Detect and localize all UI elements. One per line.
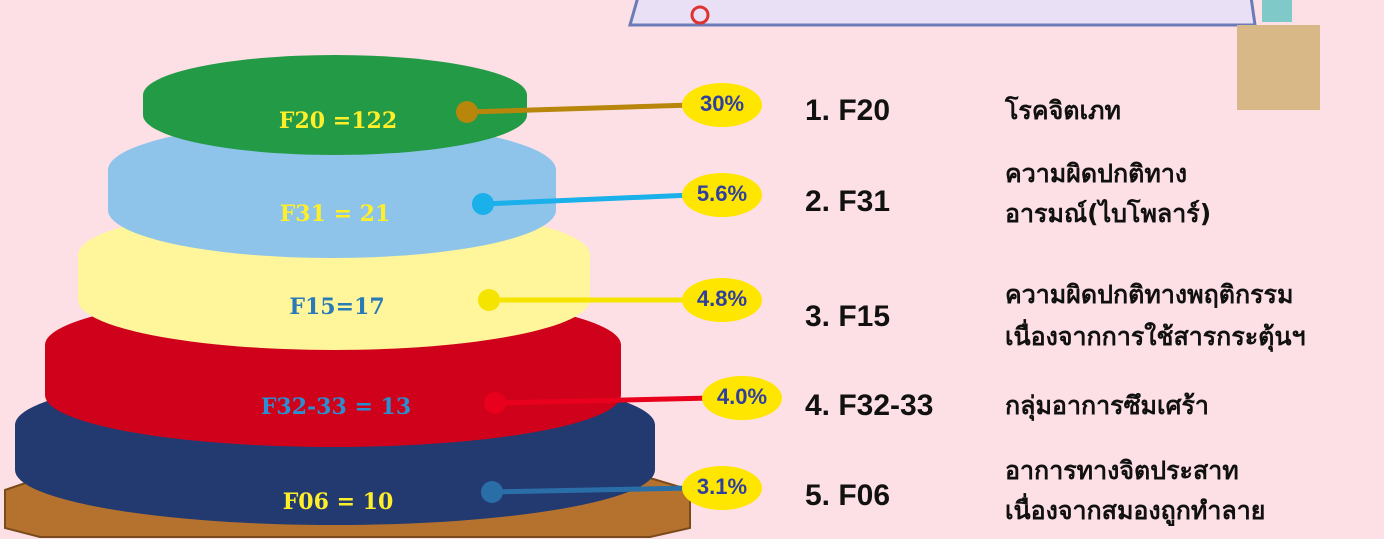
percent: 5.6% [697,181,747,206]
description: อารมณ์(ไบโพลาร์) [1005,198,1211,228]
code: 1. F20 [805,94,890,127]
connector-dot [478,289,500,311]
percent: 4.0% [717,384,767,409]
code: 2. F31 [805,185,890,218]
code: 3. F15 [805,300,890,333]
infographic: F20 =122 30% 1. F20 โรคจิตเภท F31 = 21 5.6% 2.… [0,0,1384,539]
connector-dot [484,392,506,414]
description: อาการทางจิตประสาท [1005,456,1239,485]
box-item [1262,0,1292,22]
description: เนื่องจากสมองถูกทำลาย [1005,493,1265,527]
description: ความผิดปกติทาง [1005,159,1187,188]
percent: 4.8% [697,286,747,311]
tier-label: F20 =122 [279,108,397,134]
tier-label: F06 = 10 [283,489,394,515]
tier-label: F31 = 21 [280,201,391,227]
connector-dot [481,481,503,503]
percent: 3.1% [697,474,747,499]
connector-dot [456,101,478,123]
banner [630,0,1255,25]
connector-dot [472,193,494,215]
tier-label: F32-33 = 13 [261,394,411,420]
description: กลุ่มอาการซึมเศร้า [1005,391,1209,422]
percent: 30% [700,91,744,116]
code: 5. F06 [805,479,890,512]
description: โรคจิตเภท [1004,95,1121,125]
tier-label: F15=17 [289,294,384,320]
description: ความผิดปกติทางพฤติกรรม [1005,280,1293,309]
description: เนื่องจากการใช้สารกระตุ้นฯ [1005,319,1306,353]
box [1237,25,1320,110]
code: 4. F32-33 [805,389,933,422]
